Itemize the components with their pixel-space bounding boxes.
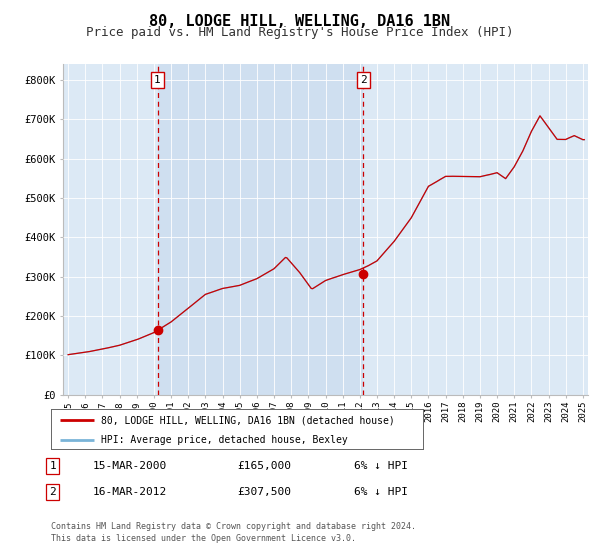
Text: £165,000: £165,000 [237, 461, 291, 471]
Text: Contains HM Land Registry data © Crown copyright and database right 2024.
This d: Contains HM Land Registry data © Crown c… [51, 522, 416, 543]
Text: Price paid vs. HM Land Registry's House Price Index (HPI): Price paid vs. HM Land Registry's House … [86, 26, 514, 39]
Text: 16-MAR-2012: 16-MAR-2012 [93, 487, 167, 497]
Text: 1: 1 [49, 461, 56, 471]
Text: 1: 1 [154, 75, 161, 85]
Bar [158, 64, 364, 395]
Text: 6% ↓ HPI: 6% ↓ HPI [354, 487, 408, 497]
Text: 2: 2 [49, 487, 56, 497]
Text: 80, LODGE HILL, WELLING, DA16 1BN (detached house): 80, LODGE HILL, WELLING, DA16 1BN (detac… [101, 415, 395, 425]
Text: 2: 2 [360, 75, 367, 85]
Text: 15-MAR-2000: 15-MAR-2000 [93, 461, 167, 471]
Text: 6% ↓ HPI: 6% ↓ HPI [354, 461, 408, 471]
Text: £307,500: £307,500 [237, 487, 291, 497]
Text: 80, LODGE HILL, WELLING, DA16 1BN: 80, LODGE HILL, WELLING, DA16 1BN [149, 14, 451, 29]
Text: HPI: Average price, detached house, Bexley: HPI: Average price, detached house, Bexl… [101, 435, 348, 445]
